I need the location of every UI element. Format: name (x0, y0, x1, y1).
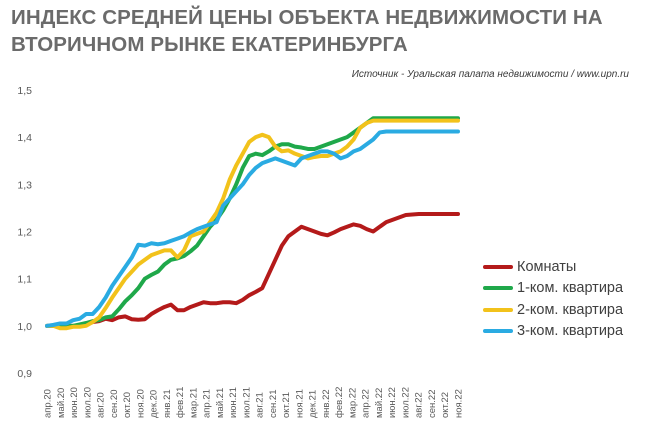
legend-label-rooms: Комнаты (517, 258, 577, 275)
x-tick-label: дек.21 (308, 390, 319, 418)
x-tick-label: сен.21 (268, 390, 279, 419)
x-tick-label: авг.20 (96, 392, 107, 418)
legend-item-3room: 3-ком. квартира (483, 321, 623, 343)
x-tick-label: май.21 (215, 388, 226, 418)
x-tick-label: апр.20 (43, 389, 54, 418)
x-tick-label: ноя.22 (454, 389, 465, 418)
x-tick-label: окт.22 (440, 392, 451, 418)
x-tick-label: авг.21 (255, 392, 266, 418)
x-tick-label: янв.22 (321, 389, 332, 418)
x-tick-label: ноя.21 (294, 389, 305, 418)
x-tick-label: сен.20 (109, 390, 120, 419)
legend-label-2room: 2-ком. квартира (517, 301, 624, 318)
x-tick-label: дек.20 (149, 390, 160, 418)
legend-swatch-rooms (483, 264, 513, 269)
source-caption: Источник - Уральская палата недвижимости… (351, 69, 629, 80)
chart-legend: Комнаты 1-ком. квартира 2-ком. квартира … (483, 256, 623, 342)
legend-swatch-3room (483, 329, 513, 334)
x-tick-label: авг.22 (414, 392, 425, 418)
y-tick-label: 1,1 (17, 274, 32, 286)
series-line-0 (45, 212, 460, 328)
x-tick-label: ноя.20 (135, 389, 146, 418)
x-tick-label: июн.22 (387, 387, 398, 418)
x-tick-label: июн.21 (228, 387, 239, 418)
x-tick-label: мар.22 (347, 388, 358, 418)
y-tick-label: 1,2 (17, 227, 32, 239)
x-tick-label: апр.22 (361, 389, 372, 418)
x-tick-label: мар.21 (188, 388, 199, 418)
x-axis-ticks: апр.20 май.20 июн.20 июл.20 авг.20 сен.20 окт.… (43, 387, 465, 418)
x-tick-label: июн.20 (69, 387, 80, 418)
chart-title: ИНДЕКС СРЕДНЕЙ ЦЕНЫ ОБЪЕКТА НЕДВИЖИМОСТИ… (11, 6, 603, 56)
x-tick-label: июл.22 (400, 387, 411, 418)
y-tick-label: 1,4 (17, 132, 32, 144)
x-tick-label: фев.21 (175, 387, 186, 418)
y-tick-label: 1,3 (17, 179, 32, 191)
x-tick-label: окт.20 (122, 392, 133, 418)
series-line-1 (45, 116, 460, 328)
legend-label-3room: 3-ком. квартира (517, 323, 624, 340)
x-tick-label: май.20 (56, 388, 67, 418)
x-tick-label: окт.21 (281, 392, 292, 418)
legend-item-2room: 2-ком. квартира (483, 299, 623, 321)
x-tick-label: сен.22 (427, 390, 438, 419)
y-tick-label: 0,9 (17, 368, 32, 380)
y-tick-label: 1,5 (17, 85, 32, 97)
legend-swatch-2room (483, 307, 513, 312)
legend-item-rooms: Комнаты (483, 256, 623, 278)
x-tick-label: янв.21 (162, 389, 173, 418)
x-tick-label: фев.22 (334, 387, 345, 418)
legend-swatch-1room (483, 286, 513, 291)
legend-item-1room: 1-ком. квартира (483, 278, 623, 300)
legend-label-1room: 1-ком. квартира (517, 280, 624, 297)
series-lines (45, 116, 460, 331)
series-line-3 (45, 129, 460, 328)
y-tick-label: 1,0 (17, 321, 32, 333)
x-tick-label: май.22 (374, 388, 385, 418)
series-line-2 (45, 118, 460, 331)
x-tick-label: июл.21 (241, 387, 252, 418)
x-tick-label: апр.21 (202, 389, 213, 418)
x-tick-label: июл.20 (82, 387, 93, 418)
y-axis-ticks: 0,9 1,0 1,1 1,2 1,3 1,4 1,5 (17, 85, 32, 380)
